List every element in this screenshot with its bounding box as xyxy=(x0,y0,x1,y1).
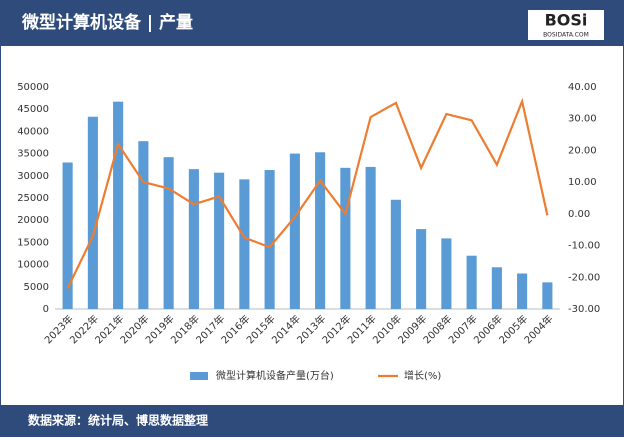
logo-sub: BOSIDATA.COM xyxy=(543,32,589,39)
bar xyxy=(365,166,376,309)
bar xyxy=(340,167,351,309)
y-tick-label: 15000 xyxy=(17,237,49,248)
bar xyxy=(113,101,124,309)
bar xyxy=(289,153,300,309)
bar xyxy=(542,282,553,309)
bar xyxy=(264,170,275,309)
y-tick-label: 40000 xyxy=(17,126,49,137)
bar xyxy=(315,152,326,309)
y2-tick-label: 30.00 xyxy=(568,114,597,125)
bar xyxy=(87,116,98,309)
source: 数据来源：统计局、博思数据整理 xyxy=(28,413,208,428)
y-tick-label: 50000 xyxy=(17,82,49,93)
logo: BOSi xyxy=(545,11,588,30)
y2-tick-label: -30.00 xyxy=(568,304,600,315)
bar xyxy=(466,255,477,309)
y-tick-label: 35000 xyxy=(17,149,49,160)
bar xyxy=(239,179,250,309)
logo-box xyxy=(528,10,604,40)
bar xyxy=(390,199,401,309)
y2-tick-label: 20.00 xyxy=(568,145,597,156)
bar xyxy=(416,229,427,309)
y2-tick-label: 0.00 xyxy=(568,209,590,220)
y2-tick-label: -20.00 xyxy=(568,272,600,283)
bar xyxy=(441,238,452,309)
bar xyxy=(188,169,199,309)
y-tick-label: 25000 xyxy=(17,193,49,204)
y-tick-label: 0 xyxy=(43,304,49,315)
bar xyxy=(214,172,225,309)
header xyxy=(0,0,624,46)
chart-title: 微型计算机设备 | 产量 xyxy=(21,12,193,33)
y2-tick-label: 40.00 xyxy=(568,82,597,93)
footer xyxy=(0,405,624,437)
line xyxy=(66,97,549,289)
y-tick-label: 30000 xyxy=(17,171,49,182)
y-tick-label: 5000 xyxy=(24,282,49,293)
bar xyxy=(517,273,528,309)
y-tick-label: 10000 xyxy=(17,260,49,271)
bar xyxy=(138,141,149,309)
y2-tick-label: 10.00 xyxy=(568,177,597,188)
legend-label: 增长(%) xyxy=(404,369,441,382)
y-tick-label: 45000 xyxy=(17,104,49,115)
bar xyxy=(491,267,502,309)
y2-tick-label: -10.00 xyxy=(568,241,600,252)
y-tick-label: 20000 xyxy=(17,215,49,226)
bar xyxy=(62,162,73,309)
legend-label: 微型计算机设备产量(万台) xyxy=(216,369,334,382)
bar xyxy=(163,157,174,309)
legend-swatch xyxy=(190,372,208,380)
